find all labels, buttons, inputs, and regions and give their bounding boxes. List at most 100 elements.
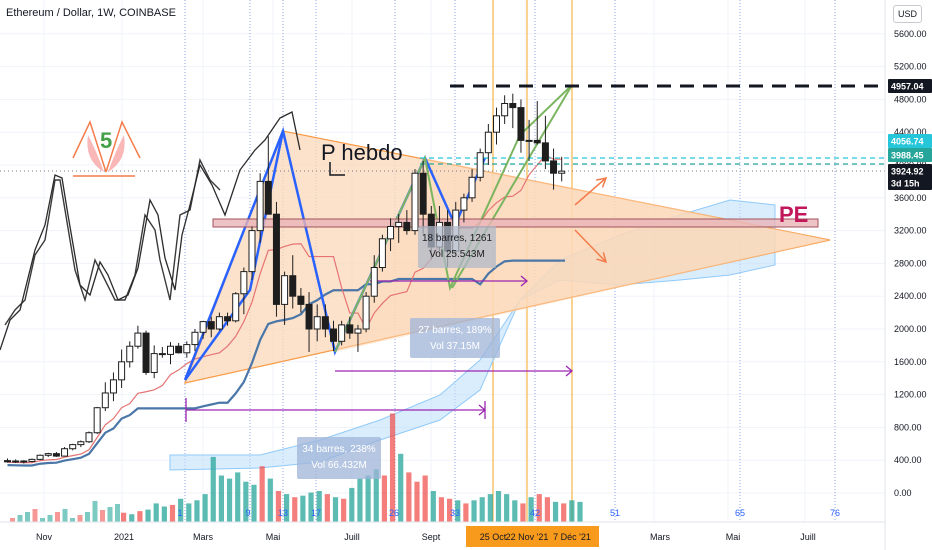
volume-bar	[40, 518, 45, 522]
candle-body	[69, 444, 77, 450]
candle-body	[4, 460, 11, 463]
range-info-line1: 34 barres, 238%	[302, 444, 375, 455]
candle-body	[101, 392, 109, 409]
volume-bar	[259, 466, 265, 522]
x-tick-label: Mars	[650, 532, 670, 542]
up-arrow-head	[596, 176, 608, 188]
range-info-line1: 27 barres, 189%	[418, 325, 491, 336]
pe-zone	[212, 218, 819, 228]
candle-body	[395, 221, 403, 227]
volume-bar	[284, 494, 290, 522]
chart-title: Ethereum / Dollar, 1W, COINBASE	[6, 7, 176, 19]
volume-bar	[115, 504, 120, 522]
price-label-text: 3924.92	[891, 167, 924, 177]
annotations: 18 barres, 1261 Vol 25.543M 27 barres, 189…	[72, 119, 808, 479]
currency-button[interactable]: USD	[893, 5, 922, 23]
pattern-petal-left	[87, 135, 104, 172]
volume-bar	[121, 512, 127, 522]
candle-body	[476, 152, 484, 178]
candle-body	[118, 361, 126, 381]
candle-body	[484, 131, 492, 154]
volume-bar	[479, 497, 485, 522]
volume-bar	[137, 511, 143, 522]
volume-bar	[107, 507, 113, 522]
candle-body	[558, 170, 566, 174]
volume-bar	[300, 495, 306, 522]
candle-body	[509, 103, 517, 109]
candle-body	[281, 275, 289, 305]
candle-body	[370, 267, 378, 297]
y-tick-label: 0.00	[894, 488, 912, 498]
volume-bar	[341, 498, 347, 522]
candle-body	[44, 453, 52, 456]
volume-bar	[438, 497, 445, 522]
volume-bar	[32, 509, 38, 522]
price-label-text: 4056.74	[891, 137, 924, 147]
candle-body	[403, 221, 411, 232]
bar-count-label: 17	[311, 508, 321, 518]
candle-body	[167, 345, 174, 355]
candlestick-series	[4, 93, 566, 464]
candle-body	[362, 295, 370, 330]
range-info-line2: Vol 66.432M	[311, 460, 367, 471]
candle-body	[525, 139, 533, 142]
volume-bar	[178, 498, 184, 522]
candle-body	[20, 460, 28, 463]
candle-body	[541, 142, 549, 162]
volume-bar	[520, 503, 526, 522]
y-tick-label: 2000.00	[894, 324, 927, 334]
candle-body	[264, 180, 272, 215]
candle-body	[150, 353, 158, 373]
y-tick-label: 400.00	[894, 455, 922, 465]
range-info-box	[297, 437, 381, 479]
candle-body	[28, 458, 36, 462]
candle-body	[533, 139, 541, 144]
range-arrow-3-head	[520, 275, 529, 287]
volume-bar	[169, 504, 176, 522]
volume-bar	[292, 497, 298, 522]
blue-pattern-leg	[183, 130, 285, 381]
pe-label: PE	[779, 202, 808, 227]
volume-bar	[495, 491, 502, 522]
y-axis[interactable]: 0.00 400.00 800.00 1200.00 1600.00 2000.00 240…	[884, 0, 932, 550]
x-highlight-label: 22 Nov '21	[506, 532, 549, 542]
volume-bar	[528, 497, 534, 522]
volume-bar	[226, 478, 233, 522]
candle-body	[411, 172, 419, 232]
x-tick-label: Mai	[726, 532, 741, 542]
volume-bar	[512, 500, 518, 522]
x-tick-label: Nov	[36, 532, 53, 542]
volume-bar	[577, 501, 583, 522]
volume-bar	[332, 497, 339, 522]
range-arrow-2-head	[565, 365, 574, 377]
candle-body	[134, 332, 142, 347]
volume-bar	[186, 503, 192, 522]
candle-body	[517, 107, 525, 141]
volume-bar	[145, 509, 151, 522]
y-tick-label: 5200.00	[894, 62, 927, 72]
candle-body	[289, 275, 297, 297]
candle-body	[183, 344, 191, 354]
pattern-number: 5	[100, 128, 112, 153]
candle-body	[240, 271, 248, 295]
volume-bar	[455, 500, 461, 522]
candle-body	[297, 295, 305, 305]
bar-count-label: 13	[278, 508, 288, 518]
price-label-text: 4957.04	[891, 82, 924, 92]
candle-body	[272, 213, 280, 305]
volume-bar	[544, 497, 550, 522]
down-arrow	[574, 229, 607, 263]
x-axis: Nov 2021 Mars Mai Juill Sept Mars Mai Juill 25 Oc…	[0, 508, 885, 547]
candle-body	[224, 316, 232, 322]
volume-bars	[10, 413, 583, 522]
candle-body	[207, 321, 215, 330]
bar-count-label: 42	[530, 508, 540, 518]
volume-bar	[210, 456, 216, 522]
y-tick-label: 1600.00	[894, 357, 927, 367]
x-tick-label: Juill	[800, 532, 816, 542]
bar-count-label: 33	[450, 508, 460, 518]
candle-body	[338, 324, 346, 342]
comparison-line-2	[0, 111, 301, 351]
volume-bar	[70, 518, 75, 522]
